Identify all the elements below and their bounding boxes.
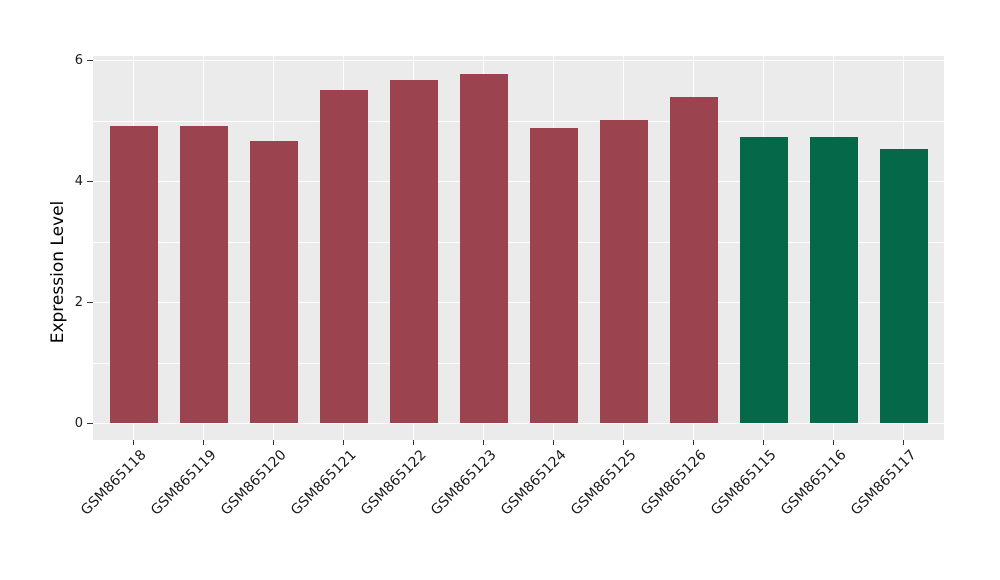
x-tick-mark	[482, 440, 485, 445]
gridline-y-major	[93, 180, 944, 183]
x-tick-label: GSM865121	[288, 447, 360, 519]
bar-GSM865116	[809, 137, 858, 424]
x-tick-label: GSM865115	[708, 447, 780, 519]
y-tick-label: 4	[74, 173, 83, 189]
y-tick-label: 2	[74, 294, 83, 310]
x-tick-mark	[832, 440, 835, 445]
gridline-y-major	[93, 422, 944, 425]
x-tick-mark	[552, 440, 555, 445]
x-tick-mark	[622, 440, 625, 445]
x-tick-mark	[342, 440, 345, 445]
bar-GSM865118	[109, 125, 158, 424]
plot-panel	[93, 56, 944, 440]
y-tick-label: 6	[74, 52, 83, 68]
gridline-y-major	[93, 59, 944, 62]
x-tick-label: GSM865120	[218, 447, 290, 519]
x-tick-label: GSM865119	[148, 447, 220, 519]
bar-GSM865115	[739, 136, 788, 424]
x-tick-label: GSM865118	[78, 447, 150, 519]
x-tick-mark	[132, 440, 135, 445]
bar-GSM865123	[459, 74, 508, 424]
gridline-y-major	[93, 301, 944, 304]
y-tick-mark	[87, 181, 93, 183]
x-tick-mark	[202, 440, 205, 445]
bar-GSM865119	[179, 125, 228, 424]
bar-GSM865124	[529, 128, 578, 424]
x-tick-mark	[762, 440, 765, 445]
x-tick-label: GSM865117	[848, 447, 920, 519]
y-tick-label: 0	[74, 415, 83, 431]
x-tick-label: GSM865122	[358, 447, 430, 519]
x-tick-label: GSM865123	[428, 447, 500, 519]
y-tick-mark	[87, 302, 93, 304]
x-tick-mark	[412, 440, 415, 445]
x-tick-label: GSM865124	[498, 447, 570, 519]
x-tick-label: GSM865116	[778, 447, 850, 519]
bar-GSM865120	[249, 140, 298, 424]
y-tick-mark	[87, 423, 93, 425]
gridline-y-minor	[93, 362, 944, 364]
x-tick-mark	[692, 440, 695, 445]
gridline-y-minor	[93, 241, 944, 243]
y-tick-mark	[87, 60, 93, 62]
x-tick-mark	[902, 440, 905, 445]
bar-GSM865126	[669, 97, 718, 424]
gridline-y-minor	[93, 120, 944, 122]
x-tick-mark	[272, 440, 275, 445]
bar-GSM865122	[389, 79, 438, 424]
bar-GSM865121	[319, 89, 368, 424]
y-axis-title: Expression Level	[48, 200, 68, 344]
bar-GSM865117	[879, 149, 928, 424]
bar-GSM865125	[599, 119, 648, 424]
x-tick-label: GSM865125	[568, 447, 640, 519]
x-tick-label: GSM865126	[638, 447, 710, 519]
